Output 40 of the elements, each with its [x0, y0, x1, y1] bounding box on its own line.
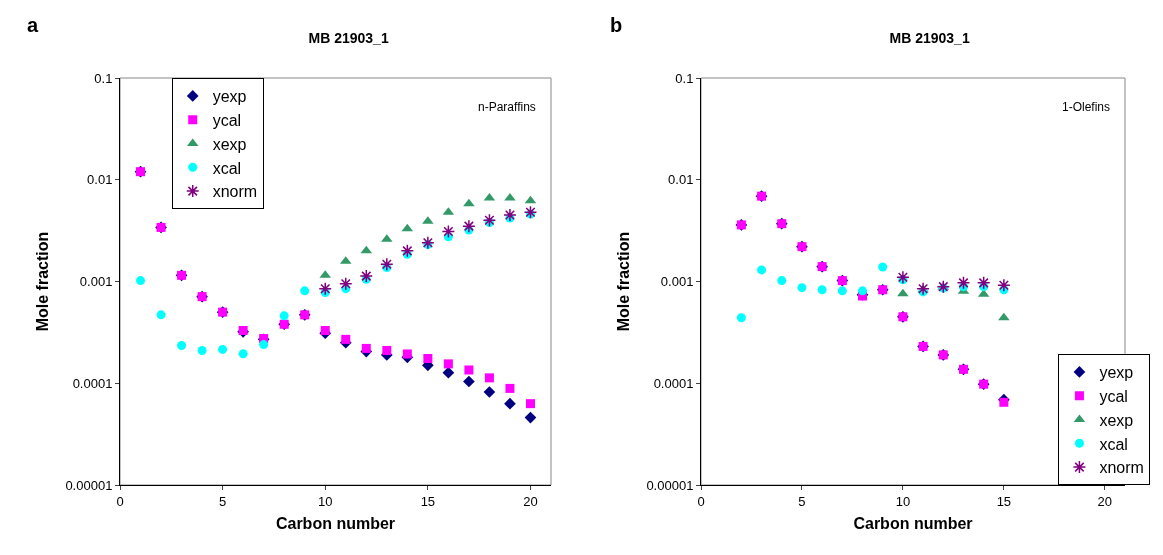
annotation: 1-Olefins	[1062, 100, 1111, 114]
y-tick-label: 0.01	[668, 172, 694, 188]
y-tick-label: 0.0001	[72, 375, 113, 391]
y-tick-label: 0.00001	[65, 477, 113, 493]
y-axis-title: Mole fraction	[34, 231, 52, 332]
x-tick-label: 15	[420, 493, 436, 509]
x-tick-label: 10	[895, 493, 911, 509]
legend-label: yexp	[1099, 364, 1134, 382]
text: a	[27, 14, 39, 36]
x-axis-title: Carbon number	[853, 515, 973, 533]
annotation: n-Paraffins	[478, 100, 536, 114]
legend-label: xcal	[1099, 435, 1128, 453]
text: b	[610, 14, 623, 36]
chart-title: MB 21903_1	[308, 30, 389, 47]
y-tick-label: 0.1	[94, 70, 113, 86]
x-tick-label: 10	[318, 493, 333, 509]
legend-label: ycal	[212, 111, 242, 129]
y-tick-label: 0.0001	[653, 375, 694, 391]
legend-label: xcal	[212, 159, 242, 177]
y-tick-label: 0.00001	[646, 477, 694, 493]
legend-label: xnorm	[1099, 459, 1144, 477]
legend-label: xexp	[1099, 411, 1134, 429]
x-tick-label: 20	[523, 493, 538, 509]
x-axis-title: Carbon number	[275, 515, 396, 533]
x-tick-label: 0	[697, 493, 705, 509]
legend-label: xexp	[212, 135, 247, 153]
legend-label: xnorm	[212, 183, 258, 201]
x-tick-label: 5	[219, 493, 227, 509]
y-tick-label: 0.1	[675, 70, 694, 86]
x-tick-label: 0	[116, 493, 124, 509]
y-tick-label: 0.001	[660, 274, 694, 290]
y-tick-label: 0.001	[79, 274, 113, 290]
y-axis-title: Mole fraction	[615, 231, 633, 332]
x-tick-label: 20	[1097, 493, 1113, 509]
y-tick-label: 0.01	[87, 172, 113, 188]
chart-title: MB 21903_1	[889, 30, 970, 47]
legend-label: ycal	[1099, 387, 1128, 405]
x-tick-label: 5	[798, 493, 806, 509]
x-tick-label: 15	[996, 493, 1012, 509]
legend-label: yexp	[212, 88, 247, 106]
